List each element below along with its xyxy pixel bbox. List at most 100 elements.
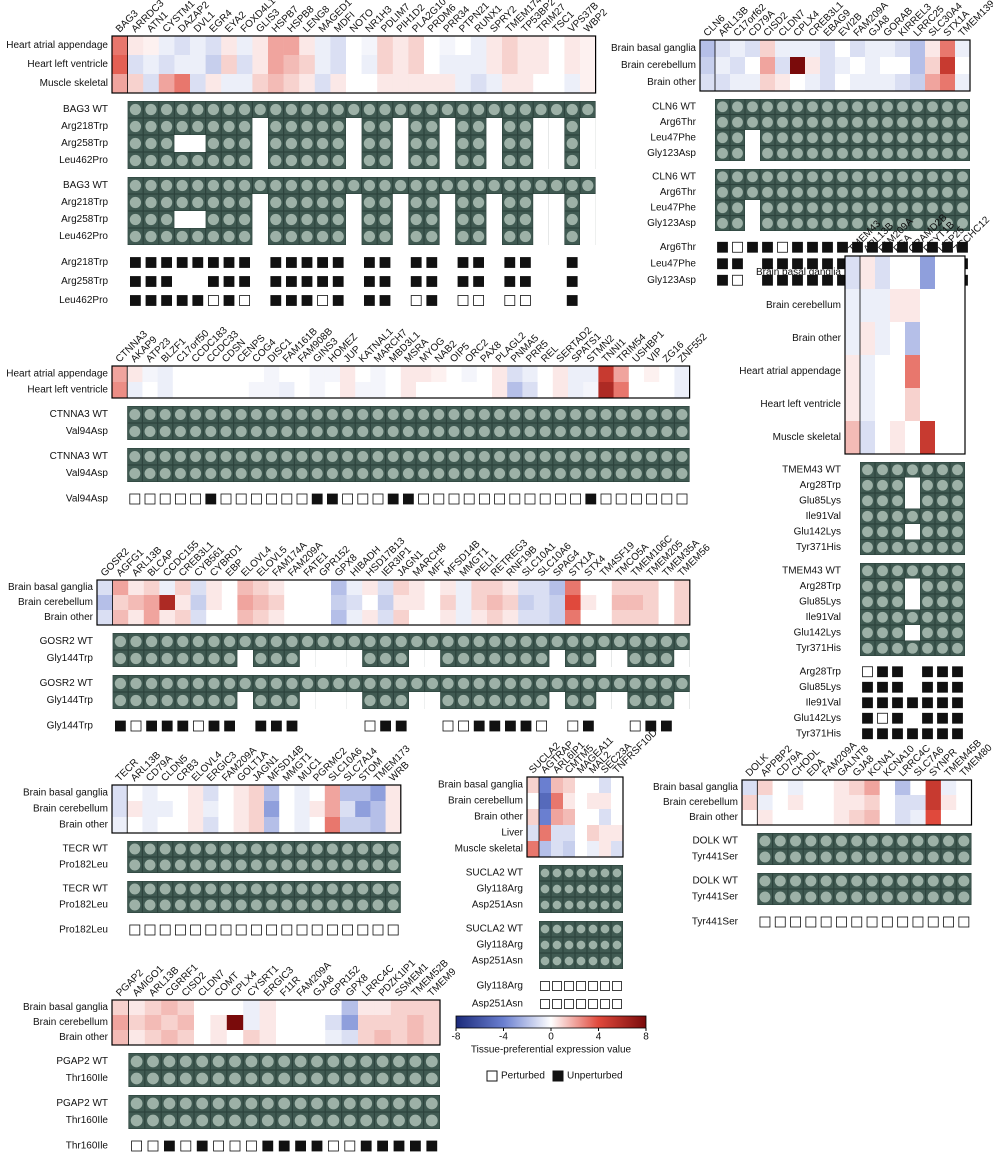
colony (270, 230, 282, 243)
perturbation-square (473, 720, 485, 732)
colony (566, 196, 578, 209)
colony (174, 409, 186, 420)
heatmap-cell (377, 580, 394, 596)
colony (145, 213, 157, 226)
heatmap-cell (218, 801, 234, 818)
perturbation-square (473, 257, 485, 268)
colony (897, 202, 908, 214)
heatmap-cell (439, 74, 456, 94)
colony (585, 426, 597, 437)
colony (220, 426, 232, 437)
heatmap-cell (243, 1015, 260, 1031)
heatmap-cell (309, 382, 326, 399)
plate-empty (674, 692, 690, 709)
colony (504, 694, 517, 707)
colony (927, 202, 938, 214)
colony (937, 510, 948, 522)
colony (630, 409, 642, 420)
colony (747, 116, 758, 128)
variant-label: Tyr441Ser (692, 917, 739, 928)
colony (294, 1072, 307, 1085)
wt-label: GOSR2 WT (40, 636, 93, 647)
plate (127, 881, 401, 913)
tissue-label: Brain basal ganglia (611, 43, 696, 54)
colony (333, 635, 345, 648)
colony (387, 883, 399, 895)
heatmap-cell (309, 817, 326, 834)
variant-label: Tyr441Ser (692, 852, 739, 863)
heatmap-cell (502, 55, 518, 75)
tissue-label: Heart atrial appendage (6, 369, 108, 380)
colony (212, 1114, 225, 1127)
heatmap-cell (833, 780, 850, 796)
colony (504, 137, 516, 150)
perturbation-square (174, 924, 186, 936)
heatmap-cell (142, 382, 158, 399)
heatmap-frame (699, 39, 971, 92)
colony (852, 202, 863, 214)
colony (238, 154, 251, 167)
heatmap-cell (142, 785, 158, 802)
heatmap-cell (233, 817, 250, 834)
heatmap-cell (950, 421, 966, 455)
perturbation-square (131, 1140, 143, 1152)
perturbation-square (489, 720, 501, 732)
colony (912, 116, 923, 128)
heatmap-cell (252, 55, 269, 75)
perturbation-square (600, 981, 610, 991)
colony (585, 468, 597, 479)
colony (835, 875, 847, 887)
colony (509, 409, 521, 420)
heatmap-cell (233, 382, 250, 399)
heatmap-cell (158, 74, 175, 94)
heatmap-cell (294, 801, 310, 818)
colony (877, 611, 888, 623)
heatmap-cell (674, 595, 691, 611)
colony (732, 132, 743, 144)
perturbation-square (332, 257, 344, 268)
heatmap-cell (276, 1015, 293, 1031)
colony (937, 541, 948, 553)
colony (535, 103, 547, 116)
colony (179, 1114, 192, 1127)
heatmap-cell (158, 55, 175, 75)
colony (927, 835, 939, 847)
heatmap-cell (502, 595, 519, 611)
colony (357, 899, 369, 911)
perturbation-square (520, 295, 531, 306)
colony (805, 835, 817, 847)
perturbation-square (196, 1140, 208, 1152)
colony (554, 426, 566, 437)
colony (897, 101, 908, 113)
colony (129, 859, 141, 871)
plate-empty (745, 200, 760, 216)
colony (410, 213, 422, 226)
perturbation-square (922, 666, 933, 678)
heatmap-cell (206, 610, 223, 626)
tissue-label: Brain other (792, 333, 842, 344)
heatmap-cell (268, 55, 284, 75)
colony (250, 426, 262, 437)
colony (387, 859, 399, 871)
heatmap-cell (533, 55, 550, 75)
colony (207, 230, 220, 243)
colony (570, 409, 582, 420)
colony (372, 859, 384, 871)
colony (550, 103, 563, 116)
heatmap-cell (128, 595, 145, 611)
perturbation-square (762, 258, 773, 270)
colony (411, 635, 423, 648)
heatmap-cell (849, 780, 865, 796)
colony (327, 1097, 340, 1110)
colony (540, 940, 550, 950)
colony (570, 468, 582, 479)
colony (418, 409, 430, 420)
colony (897, 186, 908, 198)
perturbation-square (161, 257, 173, 268)
heatmap-cell (330, 36, 347, 56)
heatmap-cell (471, 610, 488, 626)
colony (552, 940, 562, 950)
colony (192, 120, 204, 133)
colony (732, 171, 743, 183)
colony (881, 875, 893, 887)
